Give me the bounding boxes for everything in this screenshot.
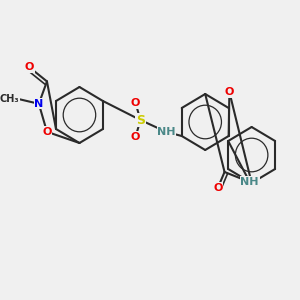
Text: O: O [225, 87, 234, 97]
Text: O: O [131, 132, 140, 142]
Text: O: O [131, 98, 140, 108]
Text: NH: NH [157, 127, 176, 137]
Text: O: O [42, 127, 52, 137]
Text: S: S [136, 113, 145, 127]
Text: N: N [34, 99, 44, 109]
Text: NH: NH [241, 177, 259, 187]
Text: O: O [213, 183, 223, 193]
Text: O: O [25, 62, 34, 72]
Text: CH₃: CH₃ [0, 94, 20, 104]
